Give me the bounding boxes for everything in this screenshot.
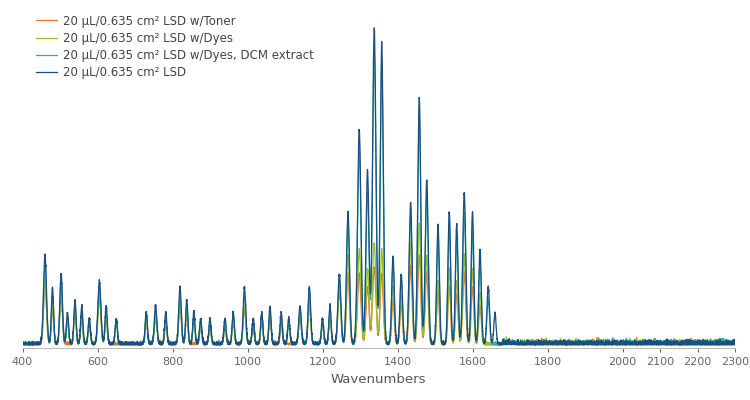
20 μL/0.635 cm² LSD w/Dyes [471, 334, 480, 339]
20 μL/0.635 cm² LSD w/Dyes [415, 221, 424, 226]
20 μL/0.635 cm² LSD w/Dyes, DCM extract [370, 51, 379, 56]
20 μL/0.635 cm² LSD w/Toner [440, 340, 448, 344]
20 μL/0.635 cm² LSD w/Toner [54, 337, 63, 342]
20 μL/0.635 cm² LSD w/Toner [546, 342, 555, 347]
20 μL/0.635 cm² LSD w/Dyes [730, 340, 740, 344]
20 μL/0.635 cm² LSD [54, 336, 63, 340]
20 μL/0.635 cm² LSD w/Toner [415, 252, 424, 257]
20 μL/0.635 cm² LSD w/Dyes, DCM extract [584, 339, 593, 344]
20 μL/0.635 cm² LSD [370, 26, 379, 30]
Line: 20 μL/0.635 cm² LSD w/Dyes, DCM extract: 20 μL/0.635 cm² LSD w/Dyes, DCM extract [22, 54, 735, 345]
20 μL/0.635 cm² LSD w/Dyes, DCM extract [440, 340, 448, 345]
20 μL/0.635 cm² LSD [18, 342, 27, 347]
20 μL/0.635 cm² LSD w/Toner [730, 341, 740, 346]
20 μL/0.635 cm² LSD w/Dyes [440, 342, 448, 347]
20 μL/0.635 cm² LSD w/Dyes, DCM extract [547, 340, 556, 344]
20 μL/0.635 cm² LSD w/Dyes [54, 335, 63, 340]
20 μL/0.635 cm² LSD w/Dyes, DCM extract [276, 322, 285, 326]
20 μL/0.635 cm² LSD w/Toner [276, 326, 285, 331]
X-axis label: Wavenumbers: Wavenumbers [331, 372, 427, 386]
20 μL/0.635 cm² LSD [440, 341, 448, 346]
20 μL/0.635 cm² LSD w/Dyes [18, 342, 27, 346]
Line: 20 μL/0.635 cm² LSD w/Dyes: 20 μL/0.635 cm² LSD w/Dyes [22, 223, 735, 345]
20 μL/0.635 cm² LSD [730, 341, 740, 346]
20 μL/0.635 cm² LSD w/Toner [471, 335, 480, 340]
20 μL/0.635 cm² LSD [547, 340, 556, 344]
20 μL/0.635 cm² LSD w/Dyes [547, 339, 556, 344]
20 μL/0.635 cm² LSD w/Dyes, DCM extract [730, 342, 740, 346]
20 μL/0.635 cm² LSD [584, 342, 593, 347]
20 μL/0.635 cm² LSD w/Dyes [584, 340, 593, 345]
20 μL/0.635 cm² LSD [471, 328, 480, 333]
20 μL/0.635 cm² LSD w/Dyes, DCM extract [471, 329, 480, 334]
20 μL/0.635 cm² LSD w/Dyes, DCM extract [18, 342, 27, 347]
20 μL/0.635 cm² LSD w/Toner [626, 342, 634, 347]
Line: 20 μL/0.635 cm² LSD w/Toner: 20 μL/0.635 cm² LSD w/Toner [22, 255, 735, 345]
20 μL/0.635 cm² LSD w/Dyes [23, 342, 32, 347]
20 μL/0.635 cm² LSD [276, 315, 285, 320]
Line: 20 μL/0.635 cm² LSD: 20 μL/0.635 cm² LSD [22, 28, 735, 345]
20 μL/0.635 cm² LSD [313, 342, 322, 347]
20 μL/0.635 cm² LSD w/Toner [18, 342, 27, 347]
20 μL/0.635 cm² LSD w/Dyes, DCM extract [169, 342, 178, 347]
20 μL/0.635 cm² LSD w/Dyes, DCM extract [54, 335, 63, 340]
20 μL/0.635 cm² LSD w/Dyes [276, 324, 285, 329]
Legend: 20 μL/0.635 cm² LSD w/Toner, 20 μL/0.635 cm² LSD w/Dyes, 20 μL/0.635 cm² LSD w/D: 20 μL/0.635 cm² LSD w/Toner, 20 μL/0.635… [35, 14, 314, 79]
20 μL/0.635 cm² LSD w/Toner [584, 341, 593, 346]
